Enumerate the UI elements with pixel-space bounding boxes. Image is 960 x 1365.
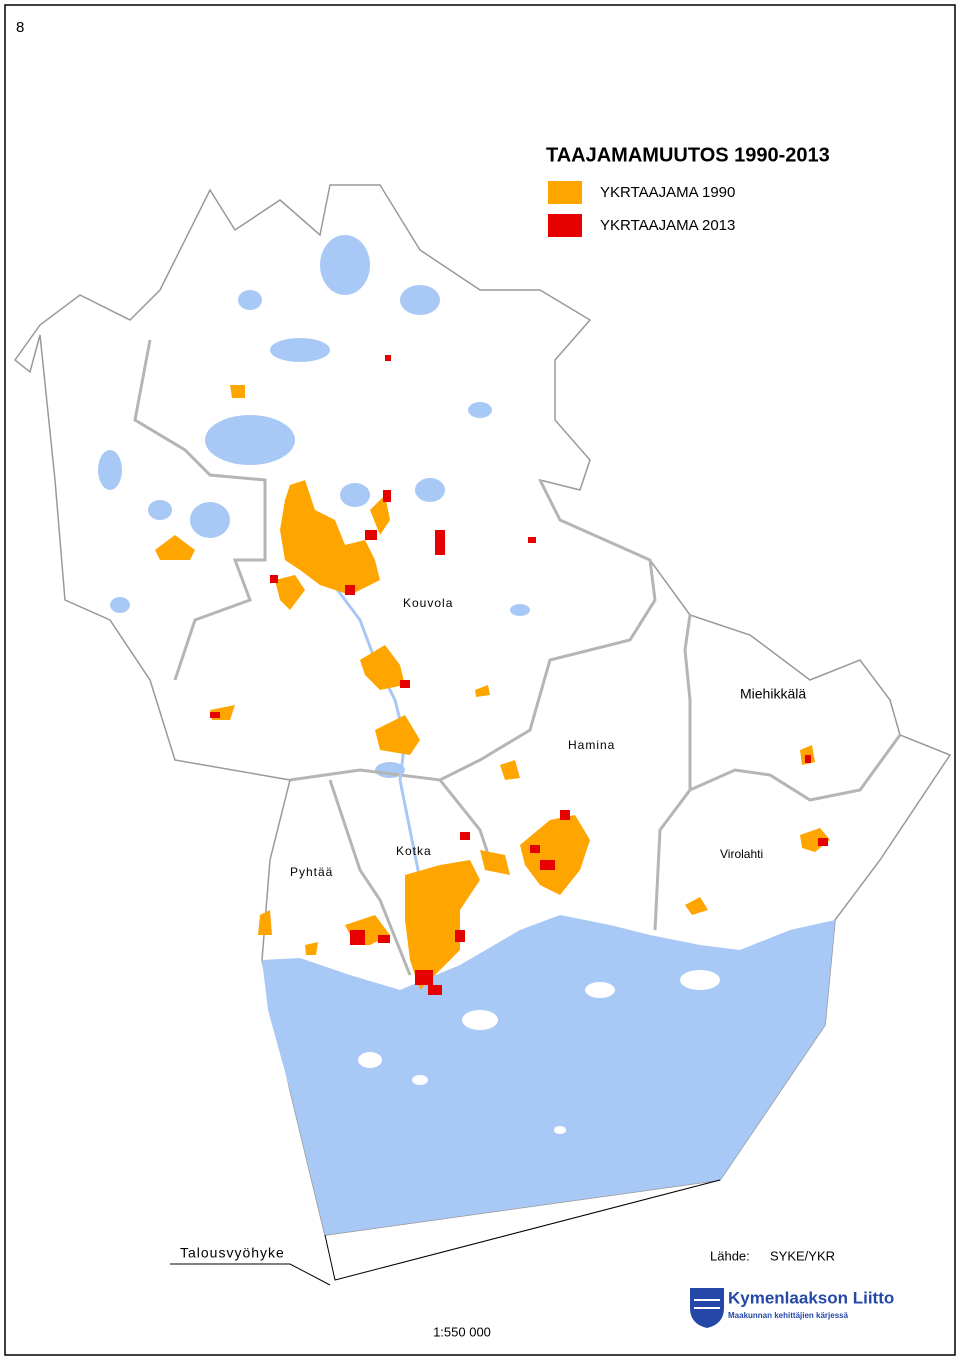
legend-title: TAAJAMAMUUTOS 1990-2013: [546, 144, 830, 166]
source-label: Lähde:: [710, 1248, 750, 1263]
place-label: Pyhtää: [290, 865, 333, 879]
logo-tagline: Maakunnan kehittäjien kärjessä: [728, 1311, 849, 1320]
legend-swatch: [548, 181, 582, 204]
place-label: Miehikkälä: [740, 686, 806, 702]
place-label: Hamina: [568, 738, 615, 752]
islands: [358, 970, 720, 1134]
zone-label: Talousvyöhyke: [180, 1245, 285, 1261]
place-label: Kotka: [396, 844, 432, 858]
source: SYKE/YKR: [770, 1248, 835, 1263]
legend-label: YKRTAAJAMA 1990: [600, 184, 735, 201]
urban-1990: [230, 385, 245, 398]
place-label: Virolahti: [720, 847, 763, 861]
municipal-borders: [133, 339, 902, 976]
lakes: [98, 235, 530, 778]
legend-swatch: [548, 214, 582, 237]
urban-1990: [155, 480, 830, 990]
logo-stripes: [694, 1299, 720, 1309]
sea: [262, 915, 835, 1235]
legend: YKRTAAJAMA 1990 YKRTAAJAMA 2013: [548, 181, 735, 237]
legend-label: YKRTAAJAMA 2013: [600, 217, 735, 234]
zone-line: [324, 1179, 721, 1281]
logo-name: Kymenlaakson Liitto: [728, 1288, 894, 1307]
page-number: 8: [16, 19, 24, 36]
zone-pointer: [170, 1263, 331, 1286]
scale: 1:550 000: [433, 1324, 491, 1339]
place-label: Kouvola: [403, 596, 453, 610]
